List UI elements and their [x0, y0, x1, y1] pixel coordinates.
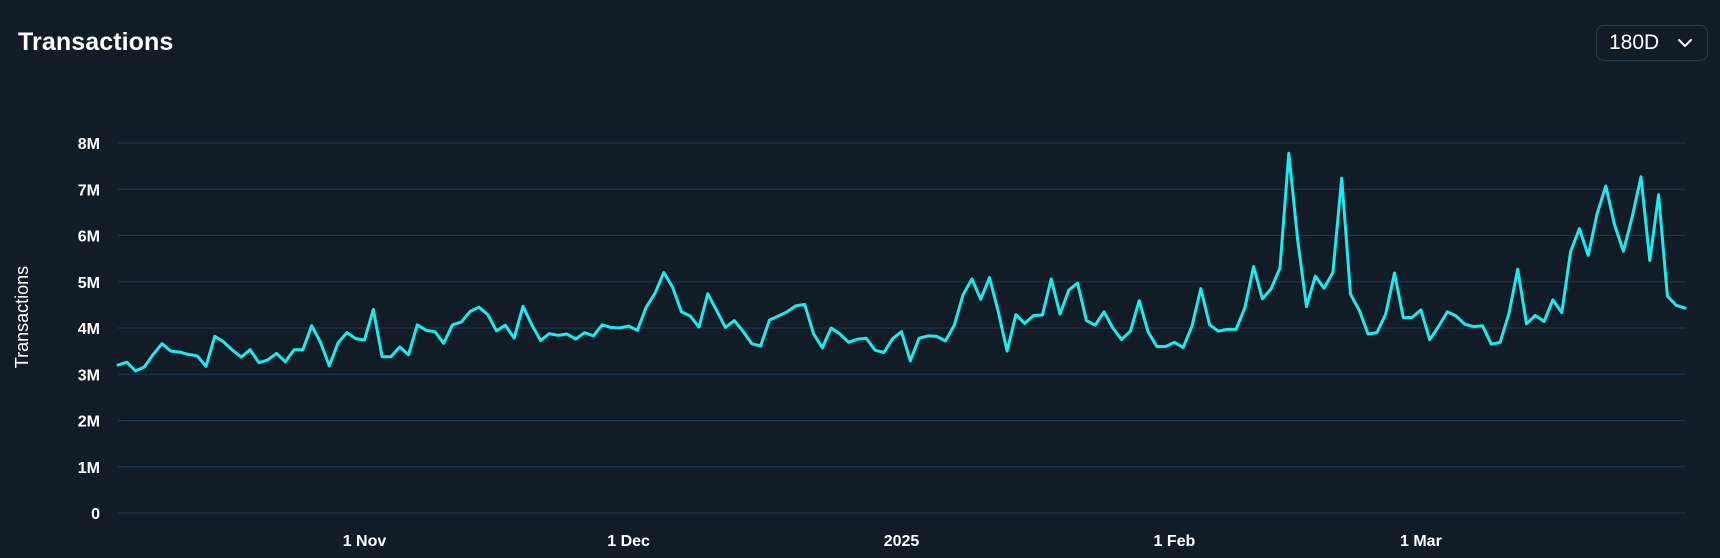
series-group [116, 151, 1687, 373]
x-tick-label: 1 Mar [1400, 533, 1442, 550]
y-tick-label: 0 [91, 506, 100, 523]
y-tick-label: 5M [78, 275, 100, 292]
y-tick-label: 3M [78, 367, 100, 384]
chevron-down-icon [1678, 39, 1692, 47]
x-tick-label: 1 Nov [343, 533, 387, 550]
time-range-select[interactable]: 180D [1596, 25, 1708, 61]
grid-lines [118, 142, 1685, 514]
chart-title: Transactions [18, 28, 174, 56]
y-tick-label: 4M [78, 321, 100, 338]
x-axis-ticks: 1 Nov 1 Dec 2025 1 Feb 1 Mar [343, 533, 1442, 550]
y-tick-label: 1M [78, 460, 100, 477]
y-tick-label: 8M [78, 136, 100, 153]
y-axis-ticks: 0 1M 2M 3M 4M 5M 6M 7M 8M [78, 136, 100, 523]
x-tick-label: 2025 [884, 533, 920, 550]
y-tick-label: 7M [78, 182, 100, 199]
time-range-value: 180D [1609, 31, 1660, 54]
x-tick-label: 1 Dec [607, 533, 650, 550]
y-axis-label: Transactions [12, 266, 32, 368]
y-tick-label: 6M [78, 229, 100, 246]
x-tick-label: 1 Feb [1154, 533, 1196, 550]
series-line-transactions [116, 151, 1687, 373]
y-tick-label: 2M [78, 414, 100, 431]
